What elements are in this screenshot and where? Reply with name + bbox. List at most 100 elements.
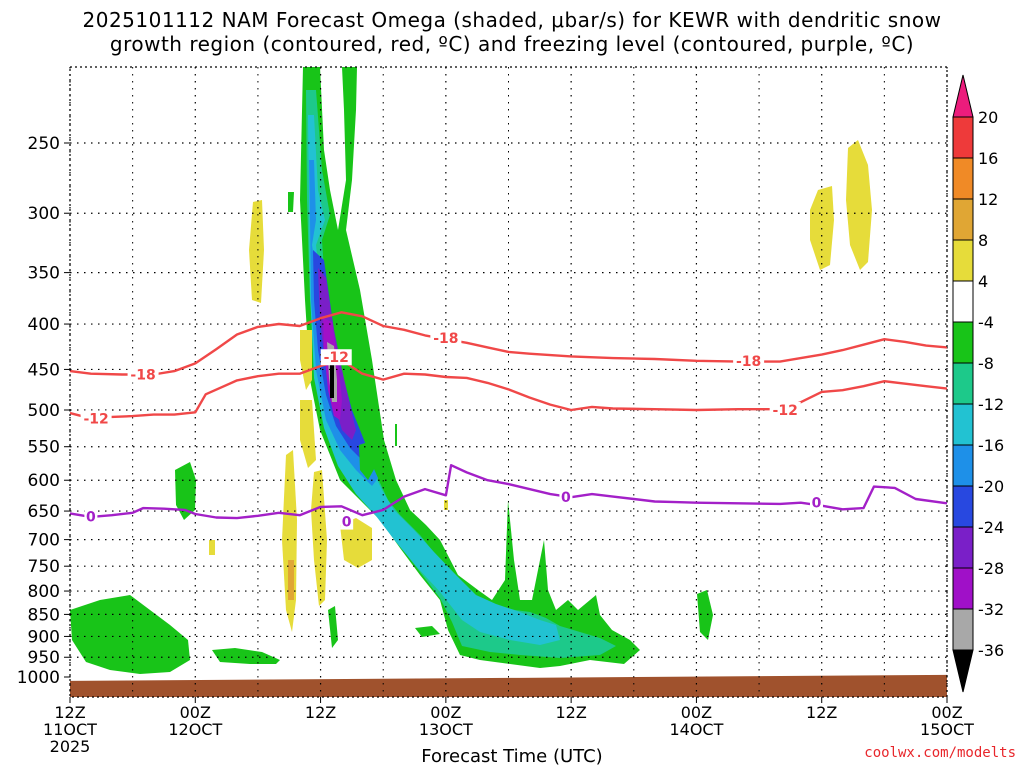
- omega-region-13: [328, 606, 338, 648]
- omega-region-27: [846, 140, 872, 270]
- x-tick-label: 00Z: [180, 703, 211, 722]
- contour-label-bg: [80, 410, 112, 427]
- omega-region-10: [175, 462, 196, 520]
- y-tick-label: 300: [28, 204, 60, 224]
- x-tick-label: 14OCT: [669, 720, 723, 739]
- contour-label: -12: [83, 411, 108, 427]
- colorbar-bin: [952, 444, 974, 487]
- y-tick-label: 850: [28, 605, 60, 625]
- x-tick-label: 12Z: [806, 703, 837, 722]
- omega-region-28: [444, 500, 448, 510]
- colorbar-bin: [952, 198, 974, 241]
- contour-label-bg: [559, 489, 573, 506]
- contour-label: -18: [130, 368, 155, 384]
- colorbar-arrow-high: [952, 74, 974, 118]
- contour-label-bg: [733, 352, 765, 369]
- contour-label: -18: [433, 331, 458, 347]
- omega-region-3: [309, 160, 378, 486]
- omega-region-9: [70, 595, 190, 674]
- colorbar-bin: [952, 485, 974, 528]
- contour-label-bg: [809, 494, 823, 511]
- contour-line-0: [69, 311, 948, 376]
- plot-frame: [69, 66, 948, 698]
- colorbar-label: 8: [978, 231, 988, 250]
- omega-region-25: [209, 540, 215, 555]
- colorbar-label: -20: [978, 477, 1004, 496]
- colorbar-bin: [952, 157, 974, 200]
- omega-region-12: [415, 626, 440, 637]
- contour-label: 0: [342, 515, 352, 531]
- x-tick-label: 2025: [50, 737, 91, 756]
- x-tick-label: 00Z: [681, 703, 712, 722]
- x-tick-label: 12Z: [305, 703, 336, 722]
- colorbar-label: 16: [978, 149, 998, 168]
- x-tick-label: 13OCT: [419, 720, 473, 739]
- contour-label: 0: [812, 496, 822, 512]
- y-tick-label: 700: [28, 531, 60, 551]
- omega-region-22: [300, 330, 312, 390]
- y-tick-label: 550: [28, 438, 60, 458]
- omega-region-8: [330, 365, 334, 398]
- colorbar-label: -36: [978, 641, 1004, 660]
- x-tick-label: 12Z: [54, 703, 85, 722]
- y-tick-label: 350: [28, 264, 60, 284]
- omega-region-16: [395, 424, 397, 446]
- chart-title-line1: 2025101112 NAM Forecast Omega (shaded, μ…: [82, 8, 942, 32]
- x-tick-label: 12OCT: [168, 720, 222, 739]
- colorbar-label: -28: [978, 559, 1004, 578]
- colorbar-arrow-low: [952, 649, 974, 693]
- omega-region-21: [311, 470, 327, 606]
- colorbar-bin: [952, 608, 974, 651]
- contour-label: -12: [324, 350, 349, 366]
- contour-label-bg: [340, 513, 354, 530]
- contour-label: 0: [561, 490, 571, 506]
- omega-region-18: [249, 200, 264, 303]
- y-tick-label: 600: [28, 471, 60, 491]
- y-tick-label: 1000: [17, 668, 60, 688]
- colorbar-bin: [952, 567, 974, 610]
- y-tick-label: 950: [28, 648, 60, 668]
- omega-region-11: [212, 648, 280, 664]
- colorbar-bin: [952, 280, 974, 323]
- contour-label-bg: [320, 349, 352, 366]
- terrain-fill: [70, 674, 947, 697]
- x-axis-label: Forecast Time (UTC): [421, 746, 603, 767]
- colorbar-label: -32: [978, 600, 1004, 619]
- watermark[interactable]: coolwx.com/modelts: [864, 745, 1016, 761]
- y-tick-label: 750: [28, 557, 60, 577]
- colorbar-label: 4: [978, 272, 988, 291]
- colorbar-bin: [952, 526, 974, 569]
- contour-label-bg: [430, 330, 462, 347]
- omega-region-20: [288, 560, 294, 600]
- contour-label: -12: [773, 403, 798, 419]
- y-tick-label: 650: [28, 502, 60, 522]
- x-tick-label: 00Z: [931, 703, 962, 722]
- omega-region-23: [300, 400, 316, 468]
- x-tick-label: 00Z: [430, 703, 461, 722]
- omega-region-14: [697, 590, 713, 640]
- colorbar-label: -12: [978, 395, 1004, 414]
- colorbar-bin: [952, 116, 974, 159]
- omega-region-19: [282, 450, 297, 632]
- y-tick-label: 400: [28, 315, 60, 335]
- colorbar-label: -8: [978, 354, 994, 373]
- y-tick-label: 450: [28, 360, 60, 380]
- y-tick-label: 900: [28, 627, 60, 647]
- contour-line-1: [69, 358, 948, 420]
- colorbar-bin: [952, 239, 974, 282]
- colorbar-label: 12: [978, 190, 998, 209]
- omega-region-15: [359, 440, 378, 480]
- contour-label-bg: [127, 366, 159, 383]
- contour-label-bg: [769, 402, 801, 418]
- chart-title-line2: growth region (contoured, red, ºC) and f…: [109, 32, 915, 56]
- omega-region-24: [340, 518, 372, 568]
- colorbar-label: 20: [978, 108, 998, 127]
- contour-label: 0: [86, 509, 96, 525]
- colorbar-bin: [952, 321, 974, 364]
- contour-label: -18: [736, 354, 761, 370]
- colorbar-label: -4: [978, 313, 994, 332]
- x-tick-label: 12Z: [555, 703, 586, 722]
- x-tick-label: 15OCT: [920, 720, 974, 739]
- colorbar-bin: [952, 403, 974, 446]
- y-tick-label: 250: [28, 134, 60, 154]
